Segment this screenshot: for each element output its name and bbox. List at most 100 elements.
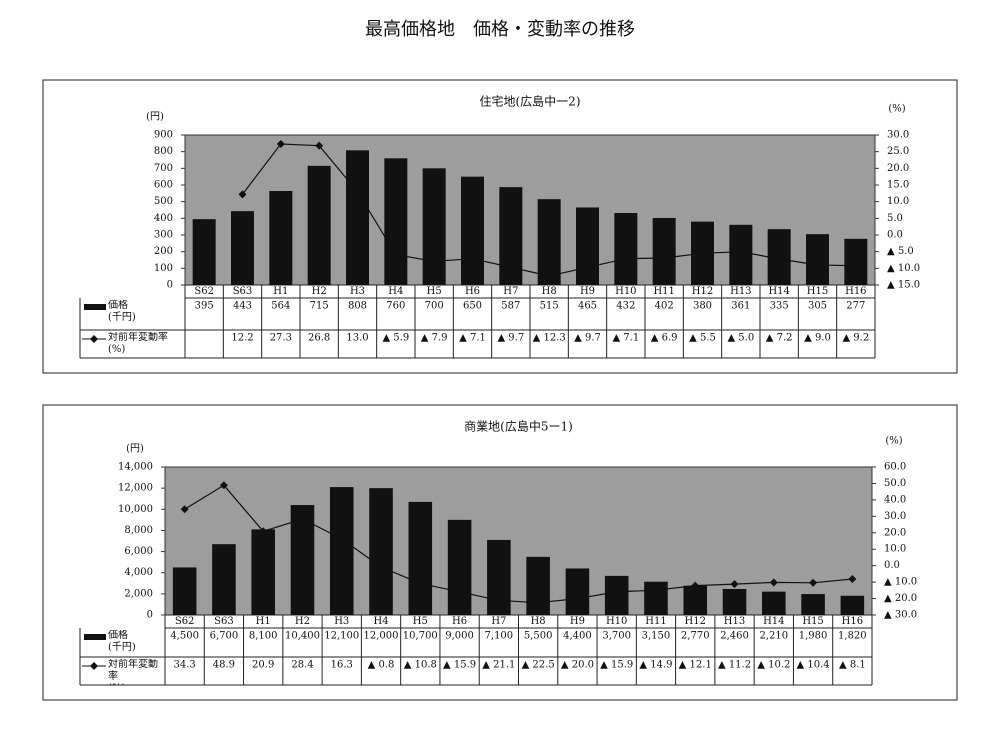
x-tick-label: H14	[768, 286, 789, 297]
table-value: ▲ 21.1	[482, 660, 515, 671]
table-value: 650	[463, 301, 482, 312]
table-value: 12.2	[231, 333, 253, 344]
table-value: 20.9	[252, 660, 274, 671]
line-marker	[769, 578, 778, 587]
line-marker	[621, 254, 630, 263]
table-value: ▲ 12.3	[533, 333, 566, 344]
legend-marker-icon	[90, 335, 98, 343]
bar	[762, 591, 786, 615]
y2-tick-label: 30.0	[884, 511, 906, 522]
table-value: 7,100	[485, 631, 514, 642]
bar	[526, 556, 550, 615]
table-value: ▲ 10.8	[404, 660, 437, 671]
table-value: ▲ 15.9	[600, 660, 633, 671]
line-marker	[219, 481, 228, 490]
table-value: 12,100	[324, 631, 359, 642]
bar	[487, 539, 511, 615]
x-tick-label: H3	[334, 616, 349, 627]
table-value: 26.8	[308, 333, 330, 344]
bar	[307, 165, 331, 285]
x-tick-label: H8	[542, 286, 557, 297]
legend-entry: 対前年変動率 (%)	[108, 332, 168, 355]
x-tick-label: H2	[295, 616, 310, 627]
line-marker	[698, 249, 707, 258]
table-value: ▲ 20.0	[561, 660, 594, 671]
y-tick-label: 100	[154, 263, 173, 274]
y-tick-label: 300	[154, 230, 173, 241]
table-value: ▲ 7.1	[612, 333, 639, 344]
legend-entry: 価格 (千円)	[108, 630, 136, 653]
table-value: ▲ 5.9	[382, 333, 409, 344]
line-marker	[494, 596, 503, 605]
x-tick-label: H4	[388, 286, 403, 297]
x-tick-label: H8	[531, 616, 546, 627]
line-marker	[813, 261, 822, 269]
line-marker	[259, 527, 268, 536]
line-marker	[353, 187, 362, 196]
table-value: 2,460	[720, 631, 749, 642]
bar	[192, 219, 216, 285]
table-value: 808	[348, 301, 367, 312]
y2-tick-label: ▲ 5.0	[887, 246, 914, 257]
x-tick-label: S62	[175, 616, 195, 627]
line-marker	[377, 562, 386, 571]
legend-label: 価格 (千円)	[108, 630, 136, 653]
y-tick-label: 700	[154, 163, 173, 174]
table-value: 3,700	[602, 631, 631, 642]
legend-marker-icon	[90, 662, 98, 670]
line-marker	[736, 247, 745, 256]
line-marker	[583, 263, 592, 272]
x-tick-label: H13	[730, 286, 751, 297]
table-value: ▲ 8.1	[839, 660, 866, 671]
table-value: 5,500	[524, 631, 553, 642]
table-value: 402	[655, 301, 674, 312]
x-tick-label: S62	[194, 286, 214, 297]
bar	[408, 501, 433, 615]
y2-tick-label: 0.0	[887, 230, 903, 241]
y-tick-label: 8,000	[124, 525, 153, 536]
table-value: 34.3	[174, 660, 196, 671]
bar	[565, 568, 590, 615]
y2-tick-label: 0.0	[884, 560, 900, 571]
bar	[447, 519, 472, 615]
table-value: 361	[731, 301, 750, 312]
x-tick-label: H6	[465, 286, 480, 297]
y-tick-label: 10,000	[118, 504, 153, 515]
table-value: 564	[271, 301, 290, 312]
bar	[840, 595, 865, 615]
chart-title: 住宅地(広島中一2)	[480, 94, 581, 109]
line-marker	[298, 514, 307, 523]
y-tick-label: 200	[154, 246, 173, 257]
table-value: 6,700	[210, 631, 239, 642]
y2-tick-label: 20.0	[884, 527, 906, 538]
table-value: 28.4	[291, 660, 313, 671]
line-marker	[851, 261, 860, 270]
line-marker	[430, 257, 439, 266]
x-tick-label: H10	[615, 286, 636, 297]
bar	[652, 218, 676, 285]
table-value: 515	[540, 301, 559, 312]
x-tick-label: S63	[233, 286, 253, 297]
table-value: 1,980	[799, 631, 828, 642]
table-value: 395	[195, 301, 214, 312]
line-marker	[337, 534, 346, 543]
table-value: 9,000	[445, 631, 474, 642]
bar	[722, 588, 747, 615]
bar	[212, 544, 236, 615]
line-marker	[276, 140, 285, 148]
bar	[806, 234, 829, 285]
bar	[346, 150, 369, 285]
table-value: ▲ 12.1	[679, 660, 712, 671]
bar	[231, 211, 254, 285]
line-marker	[809, 578, 818, 587]
y-tick-label: 14,000	[118, 462, 153, 473]
chart-frame	[42, 404, 958, 701]
line-marker	[455, 587, 464, 596]
y-tick-label: 2,000	[124, 588, 153, 599]
y2-tick-label: ▲ 30.0	[884, 610, 917, 621]
line-marker	[651, 586, 660, 595]
x-tick-label: S63	[214, 616, 234, 627]
table-value: ▲ 11.2	[718, 660, 751, 671]
table-value: ▲ 9.7	[574, 333, 601, 344]
y2-tick-label: 20.0	[887, 163, 909, 174]
